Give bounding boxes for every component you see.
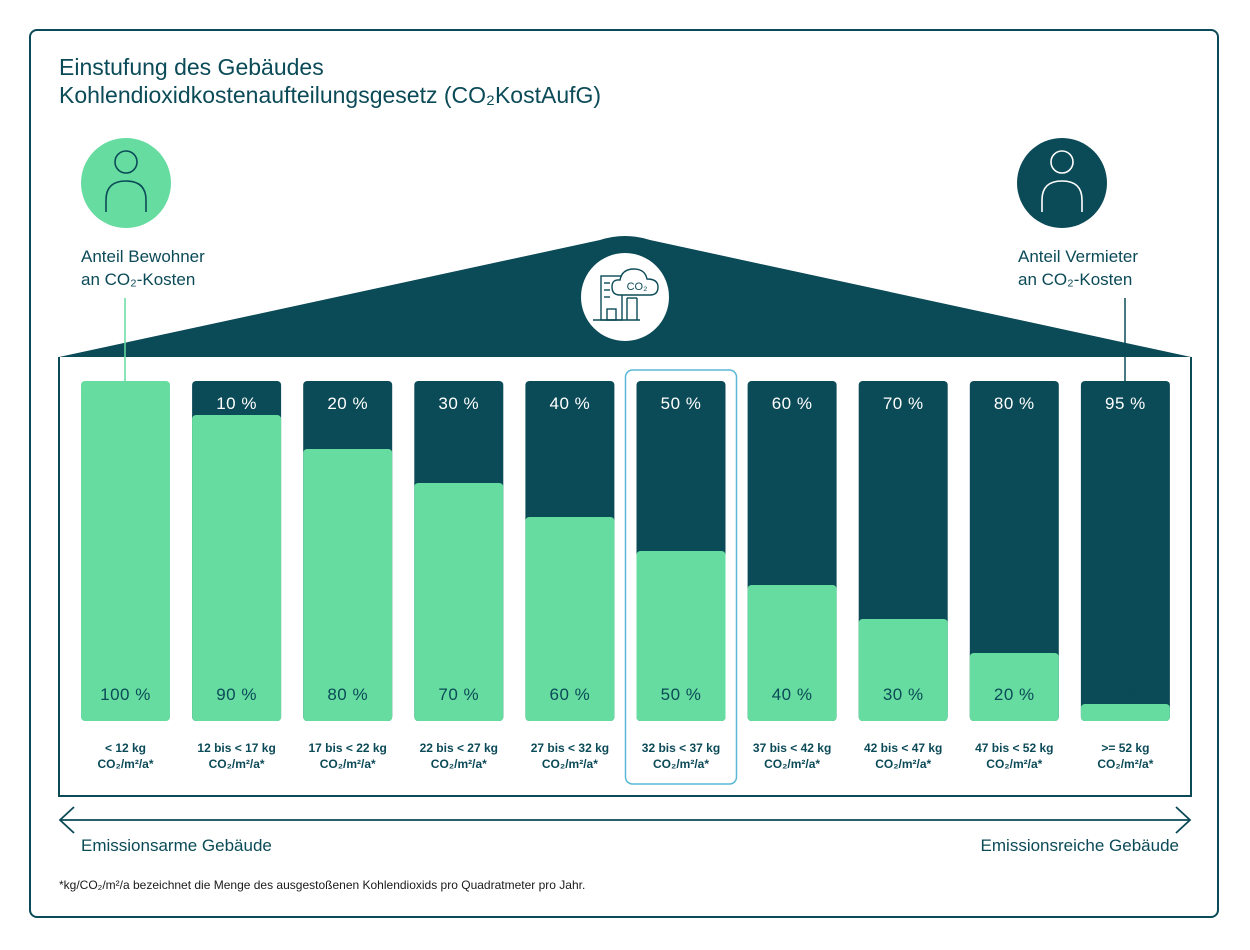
category-unit-label: CO₂/m²/a*: [986, 757, 1042, 771]
category-unit-label: CO₂/m²/a*: [431, 757, 487, 771]
landlord-value-label: 80 %: [994, 394, 1035, 413]
category-label: 27 bis < 32 kg: [531, 741, 609, 755]
tenant-label-line-1: Anteil Bewohner: [81, 247, 205, 266]
category-label: 42 bis < 47 kg: [864, 741, 942, 755]
tenant-label-line-2: an CO₂-Kosten: [81, 270, 196, 289]
tenant-value-label: 70 %: [438, 685, 479, 704]
bar-landlord: [969, 381, 1059, 721]
house-outline: [58, 357, 1192, 797]
tenant-value-label: 80 %: [327, 685, 368, 704]
tenant-value-label: 5 %: [1110, 685, 1141, 704]
category-label: 47 bis < 52 kg: [975, 741, 1053, 755]
category-unit-label: CO₂/m²/a*: [97, 757, 153, 771]
low-emission-label: Emissionsarme Gebäude: [81, 836, 272, 855]
category-unit-label: CO₂/m²/a*: [653, 757, 709, 771]
tenant-value-label: 40 %: [772, 685, 813, 704]
bar-group: 100 % < 12 kg CO₂/m²/a* 10 % 90 % 12 bis < 17…: [81, 369, 1170, 785]
category-unit-label: CO₂/m²/a*: [1097, 757, 1153, 771]
bar-tenant: [747, 585, 837, 721]
category-label: < 12 kg: [105, 741, 146, 755]
page-title: Einstufung des Gebäudes Kohlendioxidkost…: [59, 53, 601, 109]
bar-tenant: [1080, 704, 1170, 721]
landlord-value-label: 40 %: [550, 394, 591, 413]
title-line-2: Kohlendioxidkostenaufteilungsgesetz (CO₂…: [59, 82, 602, 108]
category-label: 32 bis < 37 kg: [642, 741, 720, 755]
landlord-avatar: [1017, 138, 1107, 228]
tenant-value-label: 100 %: [100, 685, 151, 704]
high-emission-label: Emissionsreiche Gebäude: [980, 836, 1179, 855]
landlord-value-label: 60 %: [772, 394, 813, 413]
bar-tenant: [525, 517, 615, 721]
category-label: >= 52 kg: [1101, 741, 1149, 755]
building-co2-icon: CO₂: [581, 253, 669, 341]
category-unit-label: CO₂/m²/a*: [209, 757, 265, 771]
landlord-value-label: 95 %: [1105, 394, 1146, 413]
tenant-value-label: 20 %: [994, 685, 1035, 704]
landlord-value-label: 70 %: [883, 394, 924, 413]
emission-arrow: [58, 806, 1192, 834]
landlord-value-label: 10 %: [216, 394, 257, 413]
footnote: *kg/CO₂/m²/a bezeichnet die Menge des au…: [59, 878, 586, 892]
category-label: 22 bis < 27 kg: [420, 741, 498, 755]
tenant-value-label: 50 %: [661, 685, 702, 704]
bar-tenant: [192, 415, 282, 721]
tenant-avatar: [81, 138, 171, 228]
person-icon: [1041, 150, 1083, 212]
tenant-value-label: 90 %: [216, 685, 257, 704]
bar-tenant: [969, 653, 1059, 721]
category-unit-label: CO₂/m²/a*: [875, 757, 931, 771]
tenant-value-label: 30 %: [883, 685, 924, 704]
category-unit-label: CO₂/m²/a*: [542, 757, 598, 771]
highlight-box: [624, 369, 738, 785]
category-unit-label: CO₂/m²/a*: [764, 757, 820, 771]
title-line-1: Einstufung des Gebäudes: [59, 54, 324, 80]
bar-tenant: [81, 381, 170, 721]
category-label: 12 bis < 17 kg: [197, 741, 275, 755]
landlord-label-line-1: Anteil Vermieter: [1018, 247, 1138, 266]
landlord-value-label: 50 %: [661, 394, 702, 413]
bar-landlord: [1080, 381, 1170, 721]
outer-frame: [29, 29, 1219, 918]
roof-icon-co2-text: CO₂: [627, 281, 648, 293]
person-icon: [105, 150, 147, 212]
category-label: 37 bis < 42 kg: [753, 741, 831, 755]
bar-tenant: [303, 449, 393, 721]
landlord-label-line-2: an CO₂-Kosten: [1018, 270, 1133, 289]
tenant-label: Anteil Bewohner an CO₂-Kosten: [81, 245, 205, 291]
bar-tenant: [414, 483, 504, 721]
bar-tenant: [636, 551, 726, 721]
category-unit-label: CO₂/m²/a*: [320, 757, 376, 771]
bar-tenant: [858, 619, 948, 721]
landlord-value-label: 20 %: [327, 394, 368, 413]
tenant-value-label: 60 %: [550, 685, 591, 704]
landlord-label: Anteil Vermieter an CO₂-Kosten: [1018, 245, 1138, 291]
landlord-value-label: 30 %: [438, 394, 479, 413]
category-label: 17 bis < 22 kg: [309, 741, 387, 755]
